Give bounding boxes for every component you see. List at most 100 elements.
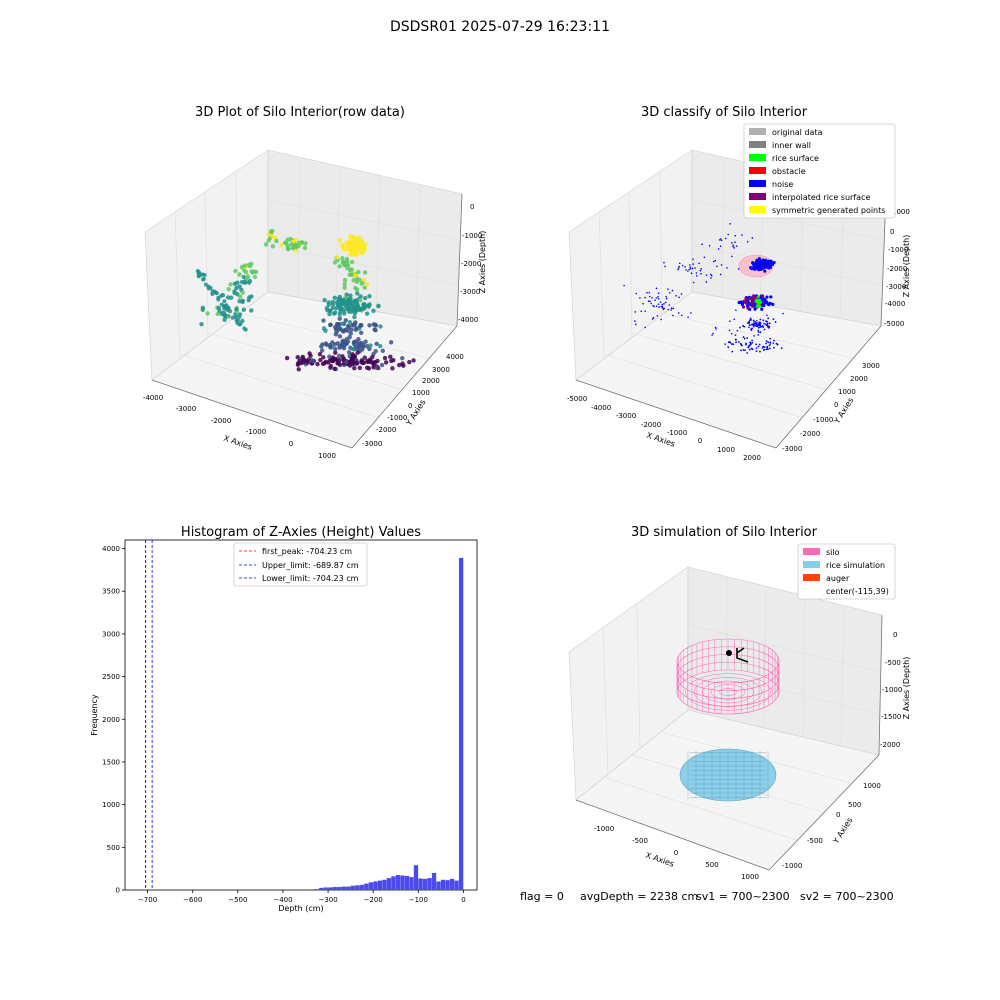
classified-point (660, 318, 662, 321)
raw-point (232, 289, 237, 294)
z-tick-label: -1000 (882, 686, 902, 694)
raw-point (247, 295, 252, 300)
histogram-bar (391, 876, 396, 890)
classified-point (769, 295, 773, 299)
raw-point (241, 307, 247, 312)
classified-point (751, 341, 754, 344)
classified-point (623, 284, 625, 287)
classified-point (727, 341, 730, 344)
x-tick-label: −100 (409, 896, 428, 904)
panel-histogram-title: Histogram of Z-Axies (Height) Values (181, 525, 421, 540)
y-tick-label: 0 (836, 811, 840, 819)
histogram-bar (431, 872, 437, 890)
classified-point (749, 341, 751, 344)
raw-point (196, 271, 201, 276)
raw-point (327, 311, 332, 317)
raw-point (374, 341, 379, 346)
reference-lines (145, 540, 153, 890)
raw-point (362, 270, 368, 275)
silo-wireframe (676, 638, 780, 715)
classified-point (757, 334, 760, 336)
raw-point (352, 339, 357, 345)
panel-raw-data: 3D Plot of Silo Interior(row data) -4000… (143, 105, 487, 460)
x-axis-label: X Axies (222, 434, 253, 452)
classified-point (765, 261, 769, 265)
classified-point (669, 292, 671, 294)
raw-point (324, 342, 329, 348)
classified-point (757, 326, 760, 329)
raw-point (337, 264, 342, 269)
y-tick-label: 3000 (862, 362, 880, 370)
raw-point (367, 346, 372, 352)
center-marker (726, 650, 732, 656)
classified-point (651, 297, 653, 299)
histogram-bar (454, 880, 459, 890)
z-axis-label: Z Axies (Depth) (902, 235, 911, 298)
raw-point (223, 312, 228, 318)
z-axis-line (456, 193, 463, 327)
raw-point (354, 287, 360, 292)
raw-point (382, 355, 388, 361)
classified-point (705, 274, 708, 276)
raw-point (216, 295, 221, 300)
classified-point (766, 314, 768, 317)
classified-point (677, 268, 679, 271)
raw-point (336, 361, 341, 366)
x-tick-label: -500 (632, 837, 648, 845)
histogram-bar (422, 878, 428, 890)
classified-point (680, 293, 683, 295)
raw-point (361, 277, 367, 283)
y-tick-label: 1000 (838, 388, 856, 396)
raw-point (330, 305, 335, 311)
raw-point (279, 242, 284, 247)
z-tick-label: -1000 (888, 246, 908, 254)
raw-point (350, 249, 355, 255)
y-tick-labels: -3000 -2000 -1000 0 1000 2000 3000 4000 (362, 353, 464, 448)
raw-point (228, 309, 233, 314)
classified-point (759, 322, 762, 324)
classified-point (710, 277, 712, 279)
classified-point (763, 328, 766, 331)
classified-point (728, 329, 731, 332)
classified-point (647, 300, 650, 302)
raw-point (328, 365, 333, 370)
y-tick-label: 1000 (102, 801, 120, 809)
classified-point (660, 305, 663, 308)
raw-point (341, 259, 346, 265)
classified-point (727, 233, 730, 236)
raw-point (357, 235, 362, 240)
raw-point (284, 355, 290, 361)
raw-point (370, 361, 375, 366)
classified-point (772, 260, 776, 265)
classified-point (754, 322, 757, 325)
x-tick-label: 0 (461, 896, 465, 904)
classified-point (726, 267, 728, 269)
legend-frame (743, 123, 896, 219)
classified-point (740, 344, 743, 347)
classified-point (670, 309, 673, 311)
raw-point (362, 295, 368, 301)
histogram-bar (409, 877, 414, 890)
classified-point (735, 309, 737, 311)
legend-label: rice surface (772, 154, 819, 163)
classified-point (761, 294, 765, 298)
y-tick-label: 3000 (432, 366, 450, 374)
classified-point (665, 296, 667, 298)
classified-point (762, 349, 765, 351)
histogram-bar (373, 881, 378, 890)
y-tick-label: 2500 (102, 673, 120, 681)
classified-point (653, 305, 655, 308)
legend-label: Lower_limit: -704.23 cm (262, 574, 359, 583)
classified-point (750, 300, 755, 304)
raw-point (323, 328, 328, 333)
classified-point (748, 321, 751, 324)
classified-point (678, 265, 681, 268)
raw-point (285, 246, 291, 251)
classified-point (753, 323, 755, 326)
raw-point (360, 347, 365, 352)
raw-point (354, 252, 359, 257)
raw-point (352, 311, 358, 316)
classified-point (681, 264, 684, 267)
raw-point (383, 360, 389, 365)
x-tick-labels: -1000 -500 0 500 1000 (594, 825, 759, 881)
